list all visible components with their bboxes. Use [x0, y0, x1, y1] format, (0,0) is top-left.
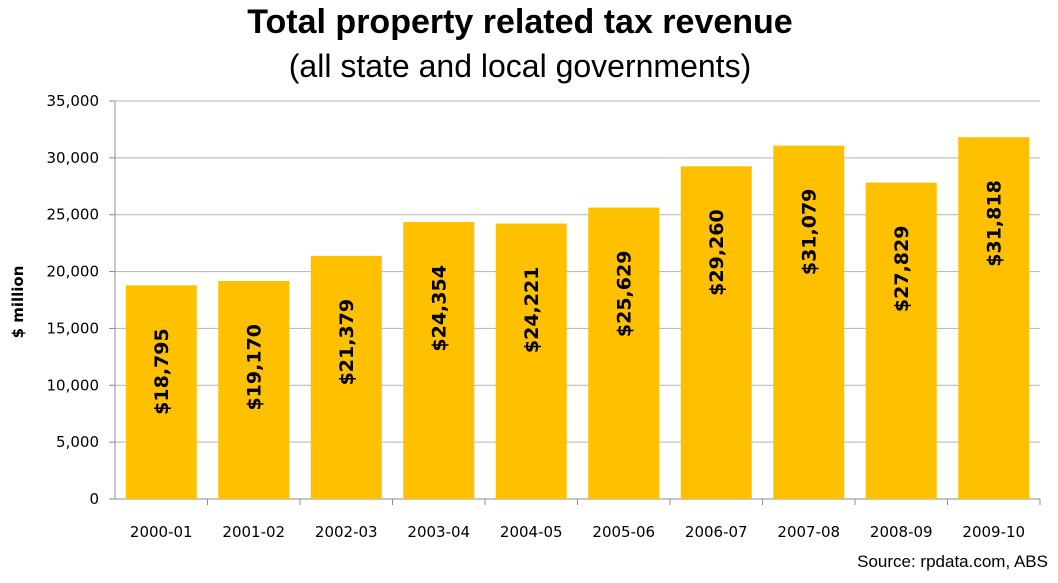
- y-tick-label: 5,000: [56, 433, 99, 451]
- y-tick-label: 10,000: [47, 376, 100, 394]
- x-tick-label: 2002-03: [315, 523, 378, 541]
- data-label: $19,170: [244, 324, 266, 411]
- y-tick-label: 30,000: [47, 149, 100, 167]
- bar: [865, 182, 937, 500]
- bar: [403, 222, 475, 499]
- data-label: $24,354: [429, 265, 451, 352]
- bar: [495, 223, 567, 499]
- bars: [125, 137, 1030, 500]
- y-axis-label: $ million: [9, 266, 27, 339]
- x-tick-label: 2005-06: [592, 523, 655, 541]
- bar: [125, 285, 197, 499]
- y-tick-label: 25,000: [47, 206, 100, 224]
- data-label: $31,818: [984, 180, 1006, 267]
- bar: [310, 255, 382, 499]
- bar: [958, 137, 1030, 499]
- y-tick-label: 35,000: [47, 92, 100, 110]
- data-labels: $18,795 $19,170 $21,379 $24,354 $24,221 $25,6…: [151, 180, 1006, 415]
- x-tick-label: 2001-02: [222, 523, 285, 541]
- x-tick-label: 2007-08: [777, 523, 840, 541]
- source-note: Source: rpdata.com, ABS: [857, 552, 1048, 571]
- data-label: $18,795: [151, 328, 173, 415]
- data-label: $25,629: [614, 251, 636, 338]
- chart-subtitle: (all state and local governments): [288, 48, 752, 84]
- data-label: $31,079: [799, 189, 821, 276]
- data-label: $27,829: [891, 226, 913, 313]
- y-tick-label: 15,000: [47, 319, 100, 337]
- bar: [680, 166, 752, 499]
- data-label: $29,260: [706, 209, 728, 296]
- y-tick-label: 0: [89, 490, 99, 508]
- bar: [773, 145, 845, 499]
- x-tick-label: 2009-10: [962, 523, 1025, 541]
- y-tick-label: 20,000: [47, 263, 100, 281]
- data-label: $24,221: [521, 267, 543, 354]
- chart-title: Total property related tax revenue: [247, 3, 793, 41]
- bar: [588, 207, 660, 500]
- x-tick-label: 2006-07: [685, 523, 748, 541]
- x-tick-label: 2000-01: [130, 523, 193, 541]
- bar: [218, 281, 290, 499]
- y-axis-ticks: 0 5,000 10,000 15,000 20,000 25,000 30,000 35,0…: [47, 92, 100, 508]
- x-tick-label: 2003-04: [407, 523, 470, 541]
- data-label: $21,379: [336, 299, 358, 386]
- x-tick-label: 2004-05: [500, 523, 563, 541]
- x-axis-ticks: 2000-01 2001-02 2002-03 2003-04 2004-05 2005-…: [130, 523, 1025, 541]
- x-tick-label: 2008-09: [870, 523, 933, 541]
